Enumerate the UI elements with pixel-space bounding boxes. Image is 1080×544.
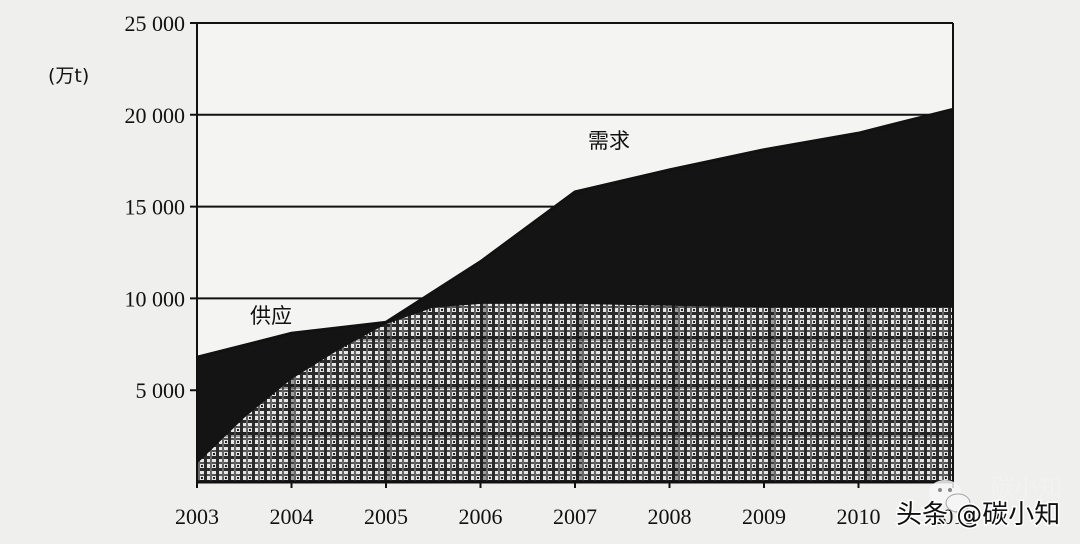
x-tick-label: 2010 (837, 504, 881, 529)
series-label-supply: 供应 (250, 304, 292, 328)
x-tick-label: 2004 (270, 504, 314, 529)
watermark-text: 头条 @碳小知 (896, 500, 1060, 530)
y-tick-label: 15 000 (125, 195, 186, 220)
y-tick-label: 5 000 (136, 378, 186, 403)
y-tick-label: 25 000 (125, 11, 186, 36)
x-tick-label: 2008 (648, 504, 692, 529)
wechat-bubble-icon (929, 480, 971, 513)
x-tick-label: 2009 (742, 504, 786, 529)
y-tick-labels: 5 000 10 000 15 000 20 000 25 000 (125, 11, 186, 403)
supply-area-grid (197, 303, 953, 482)
y-tick-label: 10 000 (125, 286, 186, 311)
area-layer (196, 107, 954, 483)
series-labels: 供应 需求 (250, 129, 630, 328)
watermark: 碳小知 头条 @碳小知 (895, 474, 1063, 532)
x-tick-label: 2006 (459, 504, 503, 529)
y-tick-label: 20 000 (125, 103, 186, 128)
demand-line (196, 107, 954, 359)
series-label-demand: 需求 (588, 129, 630, 153)
x-tick-label: 2007 (553, 504, 597, 529)
x-tick-label: 2005 (364, 504, 408, 529)
x-tick-labels: 2003 2004 2005 2006 2007 2008 2009 2010 2011 (175, 482, 975, 529)
y-axis-unit-label: (万t) (48, 65, 89, 87)
watermark-ghost-text: 碳小知 (990, 474, 1062, 502)
x-tick-label: 2003 (175, 504, 219, 529)
